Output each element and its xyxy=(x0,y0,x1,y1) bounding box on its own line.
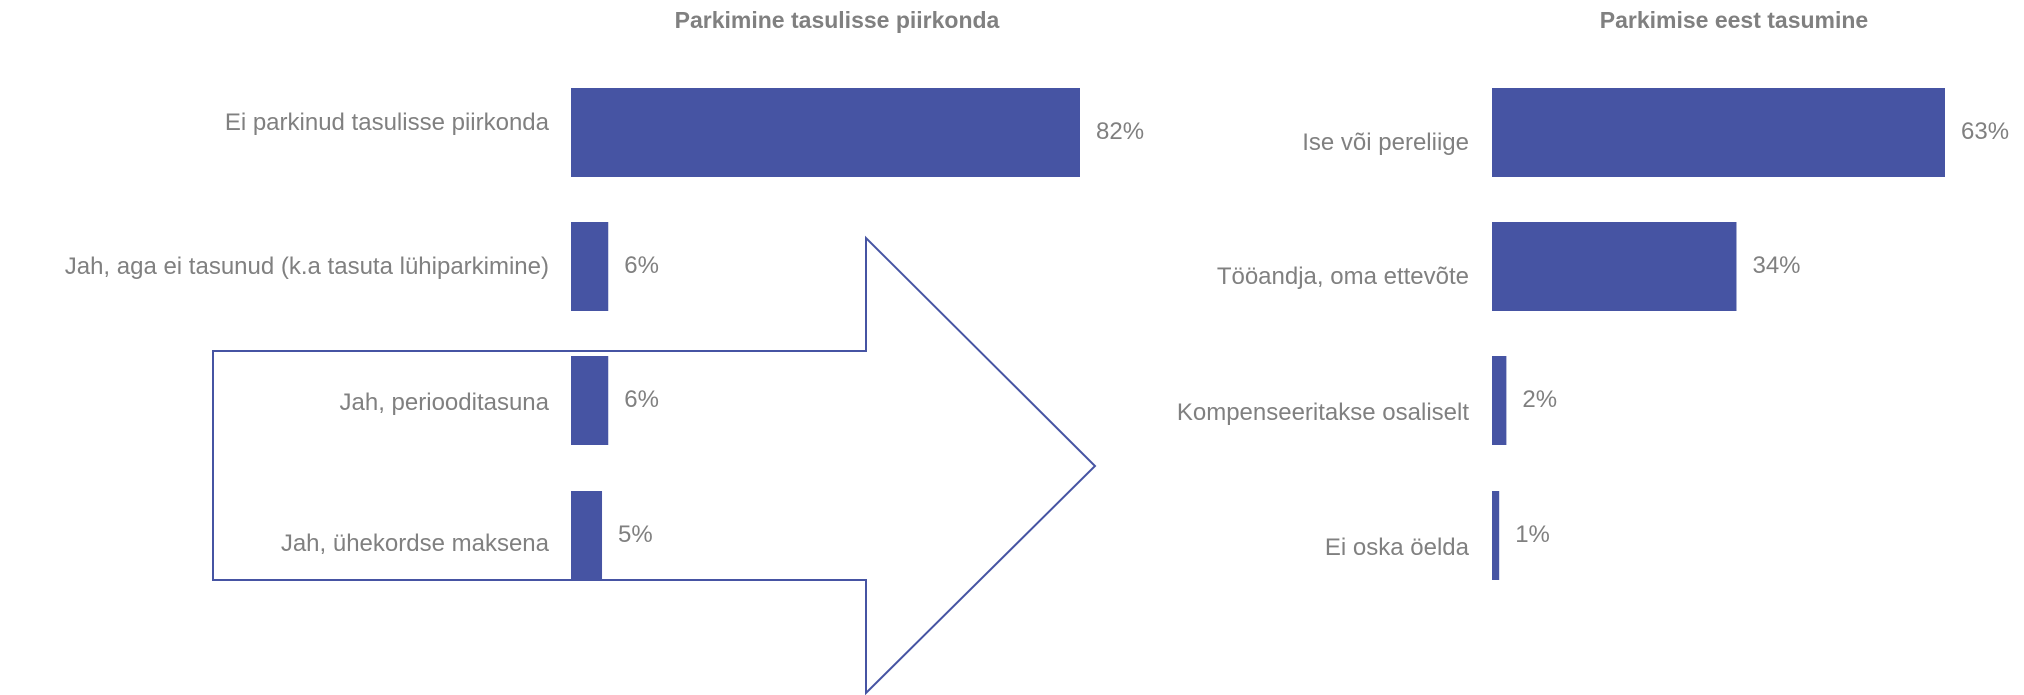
value-label: 2% xyxy=(1522,386,1557,413)
chart-title: Parkimise eest tasumine xyxy=(1600,7,1868,33)
bar xyxy=(571,222,609,311)
category-label: Ei parkinud tasulisse piirkonda xyxy=(225,109,550,136)
value-label: 6% xyxy=(624,386,659,413)
bar xyxy=(571,88,1080,177)
category-label: Kompenseeritakse osaliselt xyxy=(1177,399,1469,426)
bar xyxy=(1492,88,1945,177)
value-label: 34% xyxy=(1752,252,1800,279)
category-label: Ise või pereliige xyxy=(1302,129,1469,156)
value-label: 63% xyxy=(1961,118,2009,145)
bar xyxy=(571,491,603,580)
chart-title: Parkimine tasulisse piirkonda xyxy=(675,7,1000,33)
bar xyxy=(1492,356,1507,445)
category-label: Ei oska öelda xyxy=(1325,534,1470,561)
value-label: 6% xyxy=(624,252,659,279)
bar xyxy=(1492,222,1737,311)
category-label: Tööandja, oma ettevõte xyxy=(1217,263,1469,290)
value-label: 5% xyxy=(618,521,653,548)
category-label: Jah, aga ei tasunud (k.a tasuta lühipark… xyxy=(65,253,549,280)
category-label: Jah, perioodi­tasuna xyxy=(340,389,550,416)
value-label: 1% xyxy=(1515,521,1550,548)
bar xyxy=(571,356,609,445)
arrow xyxy=(212,235,1097,695)
bar xyxy=(1492,491,1500,580)
value-label: 82% xyxy=(1096,118,1144,145)
category-label: Jah, ühekordse maksena xyxy=(281,530,550,557)
